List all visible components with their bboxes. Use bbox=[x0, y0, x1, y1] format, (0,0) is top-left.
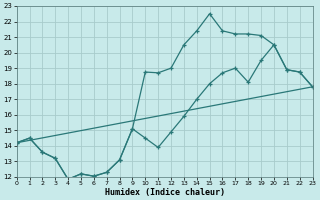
X-axis label: Humidex (Indice chaleur): Humidex (Indice chaleur) bbox=[105, 188, 225, 197]
